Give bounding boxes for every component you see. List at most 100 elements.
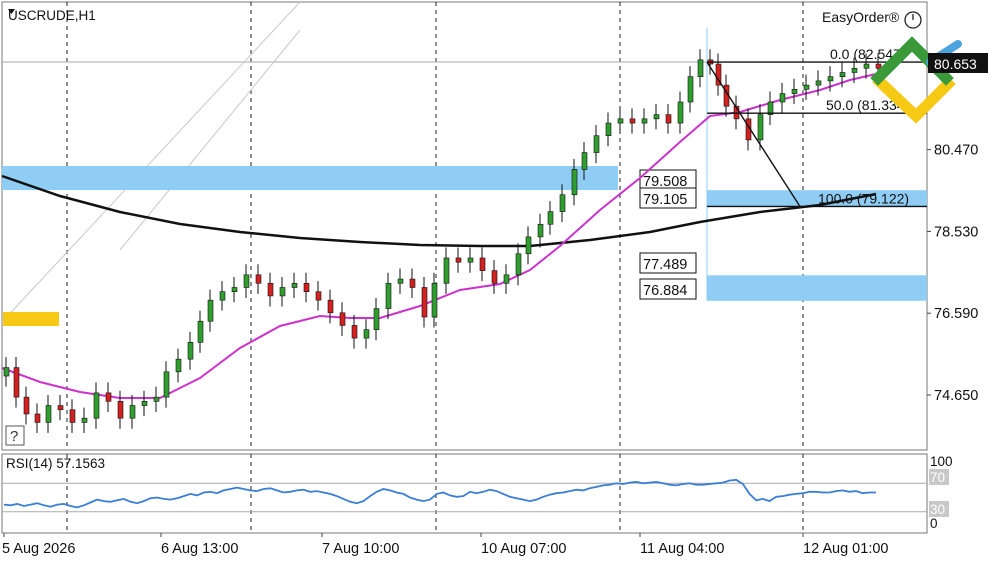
position-marker[interactable] [3, 312, 59, 326]
rsi-scale-label: 70 [930, 470, 945, 485]
ma200-line [1, 174, 877, 248]
candle-bull [767, 101, 774, 115]
candle-bear [267, 282, 274, 297]
candle-bear [875, 63, 882, 69]
candle-bull [571, 169, 578, 196]
candle-bull [141, 401, 148, 406]
zone-label-box [639, 278, 697, 300]
candle-bull [839, 72, 846, 77]
candle-bull [431, 282, 438, 318]
easyorder-label[interactable]: EasyOrder® [822, 9, 900, 25]
trend-line [1, 1, 301, 323]
candle-bull [153, 396, 160, 402]
zone-label: 76.884 [643, 283, 687, 299]
help-icon[interactable]: ? [10, 428, 18, 445]
candle-bull [677, 101, 684, 124]
candle-bull [617, 118, 624, 124]
moving-averages [1, 73, 877, 399]
candle-bull [443, 257, 450, 284]
rsi-scale-label: 100 [930, 454, 953, 469]
candle-bull [373, 308, 380, 330]
candle-bull [397, 278, 404, 284]
candle-bull [851, 67, 858, 73]
price-tick-label: 74.650 [934, 388, 978, 404]
candle-bear [69, 409, 76, 423]
time-label: 7 Aug 10:00 [322, 541, 399, 557]
trend-lines [1, 1, 301, 323]
fib-trendline [706, 61, 801, 207]
main-panel-border [1, 1, 928, 451]
candle-bull [581, 152, 588, 170]
candle-bull [3, 367, 10, 377]
rsi-level-tag [929, 469, 949, 485]
candle-bear [715, 63, 722, 86]
candle-bull [207, 299, 214, 322]
fibonacci-tool[interactable]: 0.0 (82.547) 50.0 (81.334) 100.0 (79.122) [706, 46, 927, 208]
candle-bear [105, 392, 112, 402]
time-label: 12 Aug 01:00 [803, 541, 888, 557]
rsi-level-tag [929, 501, 949, 517]
price-grid [1, 1, 928, 534]
price-tick-label: 78.530 [934, 224, 978, 240]
candle-bull [537, 223, 544, 238]
price-tick-label: 80.470 [934, 143, 978, 159]
candle-bear [13, 367, 20, 398]
candle-bull [827, 76, 834, 82]
candle-bear [255, 274, 262, 284]
symbol-label: USCRUDE,H1 [8, 8, 96, 23]
candle-bear [117, 401, 124, 419]
candle-bull [791, 89, 798, 94]
candle-bull [593, 135, 600, 153]
candle-bull [467, 257, 474, 263]
current-price-tag [928, 53, 988, 73]
candle-bear [629, 118, 636, 124]
candle-bull [525, 236, 532, 255]
fib-label: 0.0 (82.547) [830, 46, 906, 62]
fib-label: 100.0 (79.122) [818, 190, 909, 206]
clock-icon [904, 11, 922, 29]
price-tick-label: 76.590 [934, 306, 978, 322]
candle-bull [641, 118, 648, 124]
candle-bull [279, 287, 286, 297]
zone-label-box [639, 252, 697, 274]
candle-bull [803, 84, 810, 90]
time-label: 5 Aug 2026 [2, 541, 75, 557]
candle-bear [303, 282, 310, 293]
candle-bear [327, 299, 334, 314]
rsi-panel-border [1, 453, 928, 534]
candle-bear [351, 325, 358, 339]
candle-bull [863, 63, 870, 69]
time-axis: 5 Aug 2026 6 Aug 13:00 7 Aug 10:00 10 Aug 0… [2, 533, 888, 557]
rsi-line [3, 478, 876, 509]
candle-bear [409, 278, 416, 288]
candle-bull [163, 371, 170, 398]
candle-bear [455, 257, 462, 263]
candle-bear [479, 257, 486, 271]
price-zone [707, 275, 927, 301]
candle-bear [339, 312, 346, 326]
candle-bull [187, 342, 194, 360]
candle-bull [605, 122, 612, 137]
supply-zone [2, 166, 618, 190]
candle-bull [547, 211, 554, 225]
candle-bull [243, 274, 250, 288]
candle-bull [815, 80, 822, 86]
candle-bull [219, 291, 226, 301]
candle-bull [45, 405, 52, 423]
zone-label-box [639, 187, 697, 209]
candle-bull [697, 59, 704, 77]
rsi-scale-label: 30 [930, 502, 945, 517]
help-button[interactable] [5, 425, 25, 446]
zone-label: 77.489 [643, 257, 687, 273]
candle-bull [757, 114, 764, 141]
candle-bull [175, 358, 182, 373]
zone-label: 79.105 [643, 192, 687, 208]
candle-bull [93, 392, 100, 419]
symbol-collapse-icon[interactable] [8, 9, 15, 14]
candle-bull [653, 114, 660, 120]
fib-label: 50.0 (81.334) [826, 97, 909, 113]
candle-bull [129, 405, 136, 419]
candle-bull [291, 282, 298, 288]
